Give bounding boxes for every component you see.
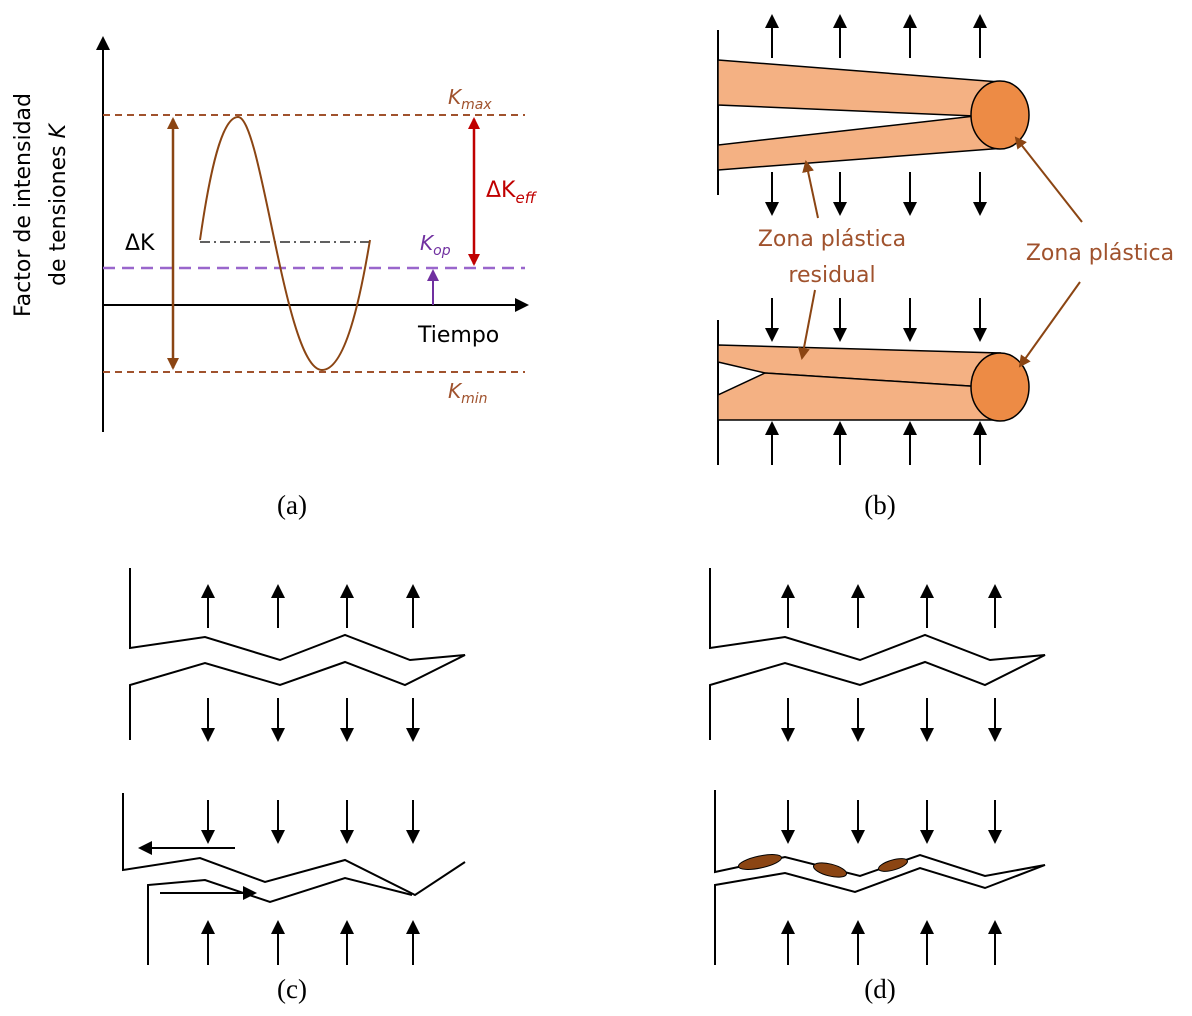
figure: Factor de intensidad de tensiones K Tiem…: [0, 0, 1192, 1016]
caption: (b): [864, 490, 895, 520]
plastic-band: [718, 60, 1000, 116]
kop-sub: op: [433, 243, 451, 259]
kmin-label: Kmin: [448, 379, 488, 407]
y-label-line2: de tensiones: [46, 145, 71, 286]
y-label-symbol: K: [46, 122, 71, 138]
caption: (d): [864, 974, 895, 1004]
panel-d: (d): [710, 568, 1045, 1004]
residual-label: residual: [788, 263, 875, 288]
y-axis-label: de tensiones K: [46, 122, 71, 286]
panel-b: Zona plástica residual Zona plástica (b): [718, 16, 1174, 520]
delta-k-eff-label: ΔKeff: [486, 178, 538, 207]
delta-k-eff-main: ΔK: [486, 178, 516, 203]
kmax-label: Kmax: [448, 85, 492, 113]
debris: [812, 860, 848, 880]
load-arrows: [140, 586, 413, 965]
plastic-zone: [971, 81, 1029, 149]
plastic-band: [718, 116, 1005, 170]
kmin-sub: min: [461, 391, 487, 407]
sine-curve: [200, 117, 370, 370]
x-axis-label: Tiempo: [417, 323, 499, 348]
residual-label: Zona plástica: [758, 227, 906, 252]
crack-open: [130, 568, 465, 740]
plastic-label: Zona plástica: [1026, 241, 1174, 266]
plastic-zone: [971, 353, 1029, 421]
panel-a: Factor de intensidad de tensiones K Tiem…: [11, 38, 538, 520]
kmax-sub: max: [461, 97, 492, 113]
debris: [737, 852, 783, 873]
kop-label: Kop: [420, 231, 451, 259]
caption: (a): [277, 490, 307, 520]
caption: (c): [277, 974, 307, 1004]
panel-c: (c): [123, 568, 465, 1004]
y-axis-label: Factor de intensidad: [11, 93, 36, 317]
load-arrows: [788, 586, 995, 965]
debris: [877, 856, 909, 874]
y-label-line1: Factor de intensidad: [11, 93, 36, 317]
delta-k-label: ΔK: [125, 231, 155, 256]
crack-lower: [148, 878, 412, 965]
delta-k-eff-sub: eff: [515, 189, 537, 207]
